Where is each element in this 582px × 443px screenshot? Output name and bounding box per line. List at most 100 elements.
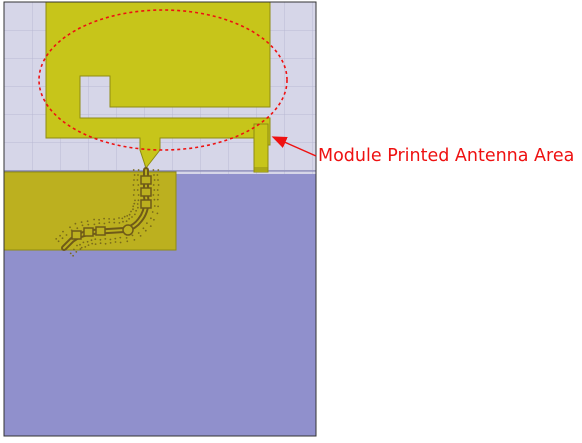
annotation-label: Module Printed Antenna Area — [318, 146, 575, 166]
via-dot — [123, 215, 126, 218]
via-dot — [76, 227, 79, 230]
via-dot — [93, 218, 95, 221]
via-dot — [69, 252, 72, 255]
via-dot — [114, 237, 117, 240]
via-dot — [119, 241, 122, 244]
via-dot — [153, 179, 156, 181]
antenna-area-highlight — [38, 9, 288, 151]
via-dot — [152, 194, 155, 196]
via-dot — [133, 179, 135, 181]
via-dot — [133, 239, 136, 241]
via-dot — [157, 194, 160, 196]
via-dot — [61, 237, 64, 240]
board-frame — [3, 1, 317, 437]
via-dot — [86, 240, 89, 243]
via-dot — [118, 222, 121, 224]
via-dot — [103, 222, 106, 225]
via-dot — [76, 244, 78, 247]
matching-component-6 — [83, 227, 94, 237]
via-dot — [135, 209, 138, 212]
via-dot — [153, 189, 156, 191]
via-dot — [134, 213, 136, 216]
via-dot — [57, 240, 60, 243]
via-dot — [139, 235, 142, 237]
via-dot — [113, 221, 116, 224]
via-dot — [151, 211, 154, 213]
matching-component-5 — [95, 226, 106, 236]
via-dot — [153, 218, 155, 221]
via-dot — [132, 194, 135, 196]
via-dot — [108, 221, 111, 224]
via-dot — [80, 246, 83, 249]
via-dot — [90, 239, 93, 242]
via-dot — [157, 169, 160, 171]
via-dot — [113, 218, 115, 221]
matching-component-2 — [140, 187, 152, 197]
via-dot — [156, 198, 159, 201]
via-dot — [130, 210, 132, 213]
arrow-icon — [271, 136, 317, 157]
via-dot — [59, 234, 61, 237]
via-dot — [79, 243, 81, 246]
via-dot — [73, 248, 75, 251]
via-dot — [137, 206, 139, 209]
matching-component-7 — [71, 230, 82, 240]
via-dot — [152, 169, 155, 171]
via-dot — [122, 220, 124, 223]
via-dot — [137, 232, 140, 234]
via-dot — [142, 227, 145, 230]
via-dot — [87, 244, 90, 247]
via-dot — [94, 243, 97, 246]
via-dot — [109, 238, 112, 241]
via-dot — [108, 218, 110, 220]
via-dot — [157, 179, 159, 181]
via-dot — [131, 234, 134, 237]
via-dot — [98, 218, 100, 221]
via-dot — [80, 221, 83, 224]
via-dot — [137, 199, 140, 202]
via-dot — [104, 238, 107, 240]
via-dot — [137, 194, 140, 196]
via-dot — [118, 217, 120, 219]
via-dot — [119, 236, 122, 239]
via-dot — [133, 189, 136, 191]
via-dot — [72, 254, 74, 257]
via-dot — [70, 229, 73, 232]
via-dot — [99, 238, 102, 241]
via-dot — [136, 179, 139, 181]
via-dot — [98, 222, 101, 225]
via-dot — [103, 217, 105, 220]
via-dot — [157, 205, 160, 208]
via-dot — [137, 169, 140, 171]
via-dot — [79, 248, 82, 250]
via-dot — [156, 189, 159, 191]
via-dot — [55, 238, 58, 240]
via-dot — [153, 174, 155, 176]
matching-component-3 — [140, 199, 152, 209]
via-dot — [121, 217, 124, 220]
via-dot — [132, 208, 134, 211]
via-dot — [125, 220, 128, 223]
via-dot — [104, 242, 107, 245]
via-dot — [75, 251, 78, 253]
via-dot — [132, 184, 135, 186]
via-dot — [131, 216, 133, 218]
via-dot — [114, 241, 117, 243]
via-dot — [153, 205, 156, 207]
via-dot — [65, 234, 68, 236]
via-dot — [62, 230, 64, 233]
via-dot — [144, 229, 147, 232]
via-dot — [87, 223, 90, 226]
via-dot — [156, 212, 159, 215]
via-dot — [128, 213, 131, 216]
via-dot — [157, 184, 160, 186]
via-dot — [82, 241, 85, 244]
via-dot — [134, 199, 136, 202]
via-dot — [152, 184, 155, 186]
antenna-ground-stub — [253, 123, 269, 173]
via-dot — [136, 189, 139, 191]
via-dot — [136, 203, 139, 205]
via-dot — [93, 223, 96, 226]
via-dot — [125, 237, 128, 239]
